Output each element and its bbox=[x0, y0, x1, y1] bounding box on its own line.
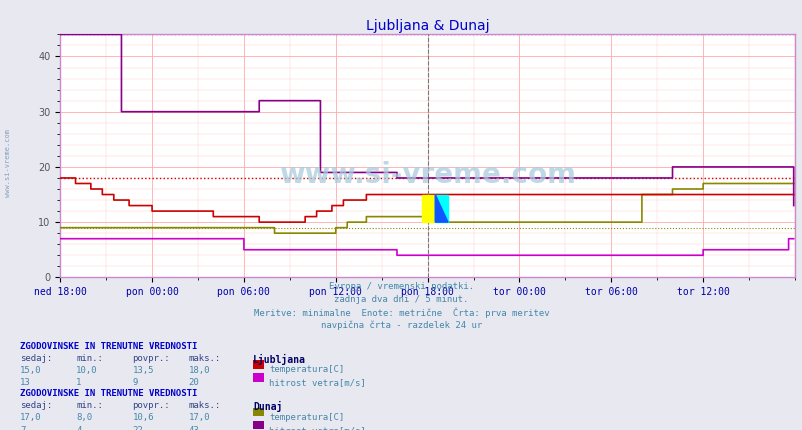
Text: 4: 4 bbox=[76, 426, 82, 430]
Text: 1: 1 bbox=[76, 378, 82, 387]
Text: 43: 43 bbox=[188, 426, 199, 430]
Text: 8,0: 8,0 bbox=[76, 413, 92, 422]
Polygon shape bbox=[435, 194, 448, 222]
Text: ZGODOVINSKE IN TRENUTNE VREDNOSTI: ZGODOVINSKE IN TRENUTNE VREDNOSTI bbox=[20, 342, 197, 351]
Text: sedaj:: sedaj: bbox=[20, 401, 52, 410]
Text: 18,0: 18,0 bbox=[188, 366, 210, 375]
Text: ZGODOVINSKE IN TRENUTNE VREDNOSTI: ZGODOVINSKE IN TRENUTNE VREDNOSTI bbox=[20, 389, 197, 398]
Text: temperatura[C]: temperatura[C] bbox=[269, 366, 344, 375]
Text: 20: 20 bbox=[188, 378, 199, 387]
Text: www.si-vreme.com: www.si-vreme.com bbox=[279, 161, 575, 189]
Text: 22: 22 bbox=[132, 426, 143, 430]
Text: www.si-vreme.com: www.si-vreme.com bbox=[5, 129, 11, 197]
Text: sedaj:: sedaj: bbox=[20, 354, 52, 363]
Text: Meritve: minimalne  Enote: metrične  Črta: prva meritev: Meritve: minimalne Enote: metrične Črta:… bbox=[253, 307, 549, 318]
Text: 9: 9 bbox=[132, 378, 138, 387]
Text: 17,0: 17,0 bbox=[20, 413, 42, 422]
Bar bbox=[422, 194, 435, 222]
Text: 10,0: 10,0 bbox=[76, 366, 98, 375]
Text: 10,6: 10,6 bbox=[132, 413, 154, 422]
Text: min.:: min.: bbox=[76, 401, 103, 410]
Bar bbox=[435, 194, 448, 222]
Text: zadnja dva dni / 5 minut.: zadnja dva dni / 5 minut. bbox=[334, 295, 468, 304]
Text: min.:: min.: bbox=[76, 354, 103, 363]
Text: Ljubljana: Ljubljana bbox=[253, 354, 306, 365]
Title: Ljubljana & Dunaj: Ljubljana & Dunaj bbox=[366, 19, 488, 33]
Text: 13,5: 13,5 bbox=[132, 366, 154, 375]
Text: Evropa / vremenski podatki.: Evropa / vremenski podatki. bbox=[329, 282, 473, 291]
Text: hitrost vetra[m/s]: hitrost vetra[m/s] bbox=[269, 426, 365, 430]
Text: temperatura[C]: temperatura[C] bbox=[269, 413, 344, 422]
Text: 13: 13 bbox=[20, 378, 30, 387]
Text: povpr.:: povpr.: bbox=[132, 401, 170, 410]
Text: maks.:: maks.: bbox=[188, 354, 221, 363]
Text: navpična črta - razdelek 24 ur: navpična črta - razdelek 24 ur bbox=[321, 320, 481, 330]
Text: hitrost vetra[m/s]: hitrost vetra[m/s] bbox=[269, 378, 365, 387]
Text: Dunaj: Dunaj bbox=[253, 401, 282, 412]
Text: 17,0: 17,0 bbox=[188, 413, 210, 422]
Text: povpr.:: povpr.: bbox=[132, 354, 170, 363]
Text: 15,0: 15,0 bbox=[20, 366, 42, 375]
Text: 7: 7 bbox=[20, 426, 26, 430]
Text: maks.:: maks.: bbox=[188, 401, 221, 410]
